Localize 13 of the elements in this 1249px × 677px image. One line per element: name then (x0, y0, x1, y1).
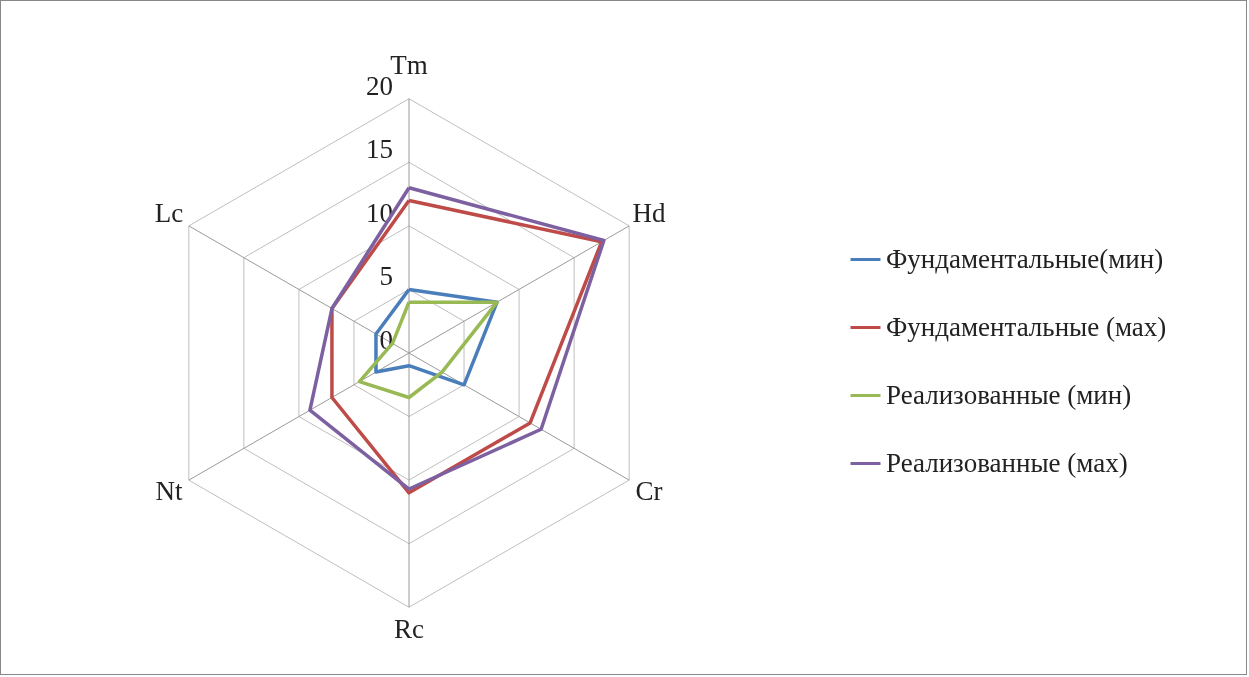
legend-label: Реализованные (мин) (886, 379, 1132, 410)
legend-label: Фундаментальные (мах) (886, 311, 1167, 342)
spoke-label: Rc (394, 614, 425, 645)
y-tick-label: 5 (379, 261, 393, 292)
y-tick-label: 20 (366, 70, 393, 101)
y-tick-label: 15 (366, 134, 393, 165)
spoke-label: Cr (635, 475, 663, 506)
spoke-label: Nt (155, 475, 184, 506)
spoke-label: Hd (632, 198, 666, 229)
legend-label: Фундаментальные(мин) (886, 243, 1164, 274)
spoke-label: Tm (390, 49, 428, 80)
legend-label: Реализованные (мах) (886, 447, 1128, 478)
spoke-label: Lc (154, 198, 184, 229)
